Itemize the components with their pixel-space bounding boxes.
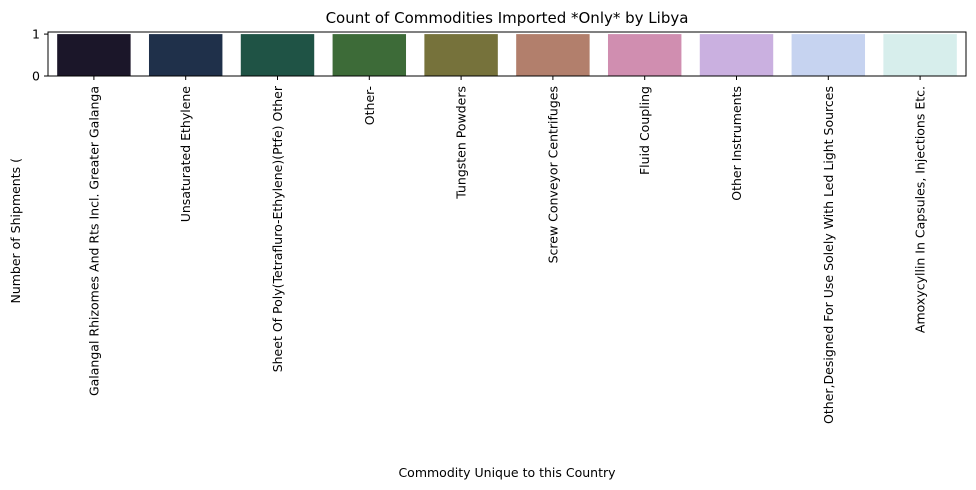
x-tick-label: Other,Designed For Use Solely With Led L…: [821, 86, 836, 424]
y-axis-label: Number of Shipments (: [8, 158, 23, 304]
bar: [699, 34, 774, 76]
bar: [607, 34, 682, 76]
x-tick-label: Screw Conveyor Centrifuges: [545, 86, 560, 263]
bar: [791, 34, 866, 76]
x-tick-label: Other-: [362, 86, 377, 125]
y-tick-label: 1: [32, 27, 40, 42]
bar: [148, 34, 223, 76]
bar: [332, 34, 407, 76]
bar: [240, 34, 315, 76]
x-tick-label: Galangal Rhizomes And Rts Incl. Greater …: [86, 86, 101, 396]
x-tick-label: Amoxycyllin In Capsules, Injections Etc.: [913, 86, 928, 333]
bar: [424, 34, 498, 76]
axes-frame: [47, 31, 967, 77]
bar: [516, 34, 590, 76]
y-tick-label: 0: [32, 69, 40, 84]
chart-title: Count of Commodities Imported *Only* by …: [326, 9, 689, 27]
x-tick-label: Fluid Coupling: [637, 86, 652, 175]
bar: [57, 34, 131, 76]
x-tick-label: Other Instruments: [729, 86, 744, 201]
x-tick-label: Unsaturated Ethylene: [178, 86, 193, 223]
x-tick-label: Tungsten Powders: [454, 86, 469, 200]
x-tick-label: Sheet Of Poly(Tetrafluro-Ethylene)(Ptfe)…: [270, 85, 285, 372]
bar: [883, 34, 957, 76]
plot-area: 0 1 Galangal Rhizomes And Rts Incl. Greate…: [32, 27, 967, 424]
x-axis-label: Commodity Unique to this Country: [398, 465, 616, 480]
